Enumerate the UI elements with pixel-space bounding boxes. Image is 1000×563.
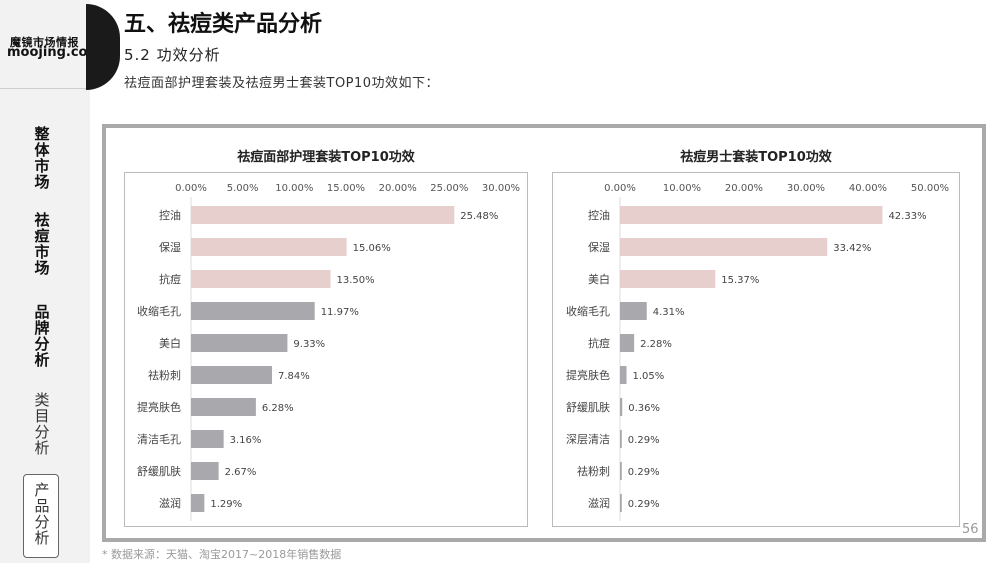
left-chart-category-label: 美白 bbox=[159, 336, 181, 350]
left-chart-value-label: 9.33% bbox=[293, 339, 325, 350]
right-chart-category-label: 美白 bbox=[588, 272, 610, 286]
right-chart-bar bbox=[620, 366, 627, 384]
page-subtitle: 5.2 功效分析 bbox=[124, 46, 221, 64]
left-chart-value-label: 2.67% bbox=[225, 467, 257, 478]
right-chart-tick-label: 0.00% bbox=[604, 183, 636, 194]
sidebar: 魔镜市场情报 moojing.com 整 体 市 场 祛 痘 市 场 品 牌 分… bbox=[0, 0, 101, 563]
left-chart-value-label: 6.28% bbox=[262, 403, 294, 414]
right-chart-category-label: 控油 bbox=[588, 208, 610, 222]
right-chart-value-label: 0.29% bbox=[628, 499, 660, 510]
right-chart-bar bbox=[620, 398, 623, 416]
chart-right-panel: 0.00% 10.00% 20.00% 30.00% 40.00% 50.00% 控油 42.… bbox=[552, 172, 960, 527]
left-chart-category-label: 抗痘 bbox=[159, 272, 181, 286]
right-chart-tick-label: 10.00% bbox=[663, 183, 701, 194]
right-chart-tick-label: 30.00% bbox=[787, 183, 825, 194]
left-chart-bar bbox=[191, 398, 256, 416]
right-chart-value-label: 0.29% bbox=[628, 467, 660, 478]
left-chart-value-label: 7.84% bbox=[278, 371, 310, 382]
brand-logo-shape bbox=[86, 4, 120, 90]
right-chart-value-label: 1.05% bbox=[633, 371, 665, 382]
right-chart-value-label: 0.36% bbox=[628, 403, 660, 414]
left-chart-tick-label: 10.00% bbox=[275, 183, 313, 194]
left-chart-tick-label: 20.00% bbox=[379, 183, 417, 194]
chart-left-title: 祛痘面部护理套装TOP10功效 bbox=[237, 150, 415, 165]
left-chart-tick-label: 30.00% bbox=[482, 183, 520, 194]
chart-right-title: 祛痘男士套装TOP10功效 bbox=[680, 150, 832, 165]
left-chart-category-label: 清洁毛孔 bbox=[137, 433, 181, 446]
left-chart-bar bbox=[191, 270, 331, 288]
right-chart-category-label: 提亮肤色 bbox=[566, 368, 610, 382]
brand-name-en: moojing.com bbox=[7, 45, 102, 60]
nav-item-brand-analysis[interactable]: 品 牌 分 析 bbox=[34, 303, 50, 369]
right-chart-category-label: 祛粉刺 bbox=[577, 464, 610, 478]
chart-left-panel: 0.00% 5.00% 10.00% 15.00% 20.00% 25.00% 30.00%… bbox=[124, 172, 528, 527]
left-chart-tick-label: 15.00% bbox=[327, 183, 365, 194]
left-chart-value-label: 11.97% bbox=[321, 307, 359, 318]
left-chart-value-label: 13.50% bbox=[337, 275, 375, 286]
left-chart-bar bbox=[191, 206, 455, 224]
left-chart-category-label: 保湿 bbox=[159, 240, 181, 254]
chart-right-svg: 0.00% 10.00% 20.00% 30.00% 40.00% 50.00% 控油 42.… bbox=[566, 183, 949, 521]
left-chart-bar bbox=[191, 462, 219, 480]
right-chart-category-label: 抗痘 bbox=[588, 336, 610, 350]
right-chart-category-label: 舒缓肌肤 bbox=[566, 400, 610, 414]
left-chart-bar bbox=[191, 302, 315, 320]
page-number: 56 bbox=[962, 522, 979, 537]
left-chart-category-label: 滋润 bbox=[159, 496, 181, 510]
left-chart-category-label: 祛粉刺 bbox=[148, 368, 181, 382]
right-chart-value-label: 0.29% bbox=[628, 435, 660, 446]
nav-item-overall-market[interactable]: 整 体 市 场 bbox=[34, 125, 50, 191]
right-chart-bar bbox=[620, 462, 622, 480]
left-chart-category-label: 收缩毛孔 bbox=[137, 304, 181, 318]
left-chart-value-label: 25.48% bbox=[460, 211, 498, 222]
right-chart-value-label: 4.31% bbox=[653, 307, 685, 318]
page-title: 五、祛痘类产品分析 bbox=[124, 12, 323, 37]
right-chart-bar bbox=[620, 430, 622, 448]
left-chart-tick-label: 0.00% bbox=[175, 183, 207, 194]
left-chart-bar bbox=[191, 334, 288, 352]
nav-item-active-box bbox=[23, 474, 59, 558]
left-chart-category-label: 控油 bbox=[159, 208, 181, 222]
chart-left-svg: 0.00% 5.00% 10.00% 15.00% 20.00% 25.00% 30.00%… bbox=[137, 183, 520, 521]
left-chart-category-label: 提亮肤色 bbox=[137, 400, 181, 414]
right-chart-bar bbox=[620, 494, 622, 512]
sidebar-divider bbox=[0, 88, 90, 89]
left-chart-category-label: 舒缓肌肤 bbox=[137, 464, 181, 478]
brand-name-cn: 魔镜市场情报 bbox=[10, 36, 79, 49]
page-description: 祛痘面部护理套装及祛痘男士套装TOP10功效如下： bbox=[124, 76, 440, 91]
right-chart-category-label: 深层清洁 bbox=[566, 433, 610, 446]
left-chart-bar bbox=[191, 494, 205, 512]
right-chart-value-label: 2.28% bbox=[640, 339, 672, 350]
nav-item-acne-market[interactable]: 祛 痘 市 场 bbox=[34, 211, 50, 277]
left-chart-value-label: 1.29% bbox=[210, 499, 242, 510]
source-note: * 数据来源：天猫、淘宝2017~2018年销售数据 bbox=[102, 548, 342, 561]
right-chart-bar bbox=[620, 302, 647, 320]
left-chart-value-label: 3.16% bbox=[230, 435, 262, 446]
left-chart-tick-label: 25.00% bbox=[430, 183, 468, 194]
right-chart-category-label: 保湿 bbox=[588, 240, 610, 254]
right-chart-category-label: 滋润 bbox=[588, 496, 610, 510]
left-chart-bar bbox=[191, 366, 273, 384]
right-chart-bar bbox=[620, 238, 828, 256]
left-chart-value-label: 15.06% bbox=[353, 243, 391, 254]
left-chart-bar bbox=[191, 430, 224, 448]
right-chart-value-label: 33.42% bbox=[833, 243, 871, 254]
nav-item-category-analysis[interactable]: 类 目 分 析 bbox=[34, 391, 50, 457]
right-chart-tick-label: 50.00% bbox=[911, 183, 949, 194]
nav-item-product-analysis[interactable]: 产 品 分 析 bbox=[34, 481, 50, 547]
right-chart-bar bbox=[620, 270, 716, 288]
left-chart-bar bbox=[191, 238, 347, 256]
right-chart-value-label: 15.37% bbox=[721, 275, 759, 286]
right-chart-category-label: 收缩毛孔 bbox=[566, 304, 610, 318]
right-chart-bar bbox=[620, 206, 883, 224]
right-chart-bar bbox=[620, 334, 635, 352]
left-chart-tick-label: 5.00% bbox=[227, 183, 259, 194]
right-chart-value-label: 42.33% bbox=[888, 211, 926, 222]
right-chart-tick-label: 40.00% bbox=[849, 183, 887, 194]
right-chart-tick-label: 20.00% bbox=[725, 183, 763, 194]
